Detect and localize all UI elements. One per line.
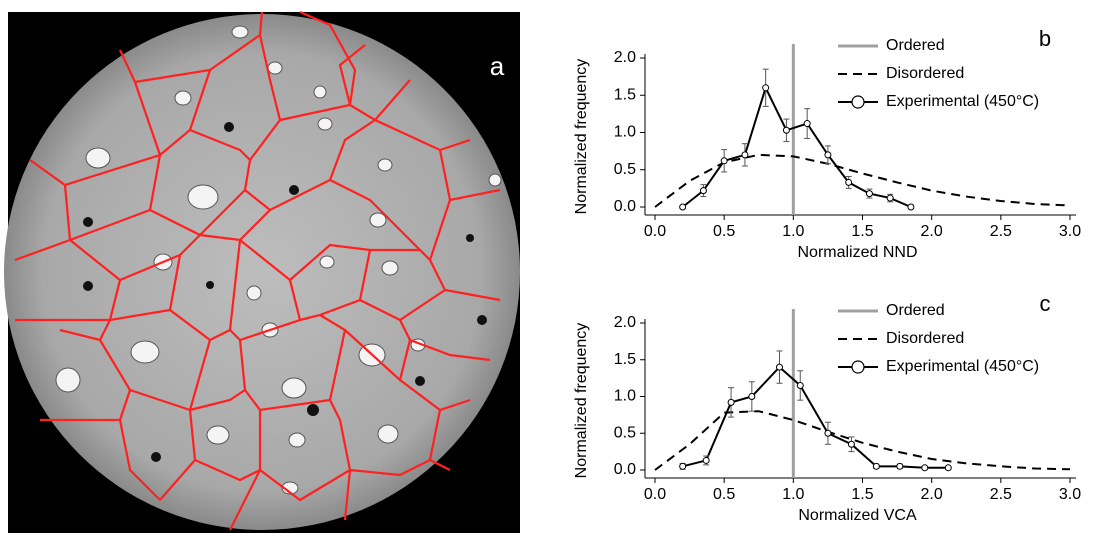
- y-tick-label: 1.5: [614, 351, 636, 368]
- y-tick-label: 1.0: [614, 124, 636, 141]
- dark-spots: [83, 122, 487, 462]
- data-point: [702, 456, 710, 464]
- legend-marker: [851, 360, 865, 374]
- disordered-curve: [654, 153, 1071, 208]
- data-point: [865, 190, 873, 198]
- panel-label: a: [490, 51, 505, 81]
- data-point: [944, 464, 952, 472]
- y-tick-label: 1.0: [614, 388, 636, 405]
- chart-panel: 0.0 0.5 1.0 1.5 2.0 0.0 0.5 1.0 1.5 2.0 2.5 3.0 Norm…: [573, 26, 1081, 261]
- x-axis-title: Normalized VCA: [798, 507, 917, 524]
- x-tick-label: 0.0: [644, 486, 666, 503]
- pores: [55, 25, 502, 495]
- data-point: [921, 464, 929, 472]
- legend-marker: [851, 95, 865, 109]
- x-tick-label: 3.0: [1059, 486, 1081, 503]
- x-tick-label: 2.0: [921, 486, 943, 503]
- data-point: [796, 381, 804, 389]
- y-axis-title: Normalized frequency: [573, 323, 590, 479]
- legend-label: Ordered: [886, 37, 945, 54]
- y-tick-label: 0.0: [614, 461, 636, 478]
- disordered-curve: [654, 410, 1071, 471]
- y-tick-label: 0.5: [614, 161, 636, 178]
- x-tick-label: 0.5: [713, 223, 735, 240]
- panel-label: c: [1040, 291, 1051, 316]
- legend-label: Disordered: [886, 65, 964, 82]
- data-point: [896, 462, 904, 470]
- x-tick-label: 1.0: [782, 223, 804, 240]
- panel-label: b: [1039, 26, 1051, 51]
- y-tick-label: 2.0: [614, 314, 636, 331]
- x-tick-label: 2.5: [990, 223, 1012, 240]
- legend-label: Experimental (450°C): [886, 358, 1039, 375]
- data-point: [803, 120, 811, 128]
- y-axis-title: Normalized frequency: [573, 59, 590, 215]
- sample-disk: [4, 14, 520, 530]
- experimental-line: [682, 365, 949, 469]
- data-point: [872, 462, 880, 470]
- x-tick-label: 2.5: [990, 486, 1012, 503]
- x-tick-label: 0.5: [713, 486, 735, 503]
- experimental-line: [682, 85, 912, 208]
- data-point: [762, 84, 770, 92]
- data-point: [907, 203, 915, 211]
- data-point: [679, 462, 687, 470]
- data-point: [720, 157, 728, 165]
- data-point: [748, 393, 756, 400]
- x-axis-title: Normalized NND: [797, 244, 917, 261]
- data-point: [845, 178, 853, 186]
- y-tick-label: 0.5: [614, 424, 636, 441]
- data-point: [741, 151, 749, 159]
- x-tick-label: 1.5: [851, 223, 873, 240]
- y-tick-label: 2.0: [614, 49, 636, 66]
- data-point: [776, 363, 783, 371]
- legend-label: Experimental (450°C): [886, 93, 1039, 110]
- data-point: [847, 440, 855, 448]
- x-tick-label: 0.0: [644, 223, 666, 240]
- x-tick-label: 1.5: [851, 486, 873, 503]
- legend-label: Disordered: [886, 330, 964, 347]
- data-point: [679, 203, 687, 211]
- data-point: [782, 126, 790, 134]
- chart-panel: 0.0 0.5 1.0 1.5 2.0 0.0 0.5 1.0 1.5 2.0 2.5 3.0 Norm…: [573, 291, 1081, 524]
- x-tick-label: 3.0: [1059, 223, 1081, 240]
- data-point: [727, 398, 735, 406]
- y-tick-label: 1.5: [614, 86, 636, 103]
- data-point: [824, 429, 832, 437]
- data-point: [824, 151, 832, 159]
- data-point: [699, 187, 707, 195]
- voronoi-edges: [14, 10, 501, 531]
- y-tick-label: 0.0: [614, 198, 636, 215]
- x-tick-label: 2.0: [921, 223, 943, 240]
- x-tick-label: 1.0: [782, 486, 804, 503]
- micrograph-panel: a: [4, 10, 520, 533]
- legend-label: Ordered: [886, 302, 945, 319]
- data-point: [886, 194, 894, 202]
